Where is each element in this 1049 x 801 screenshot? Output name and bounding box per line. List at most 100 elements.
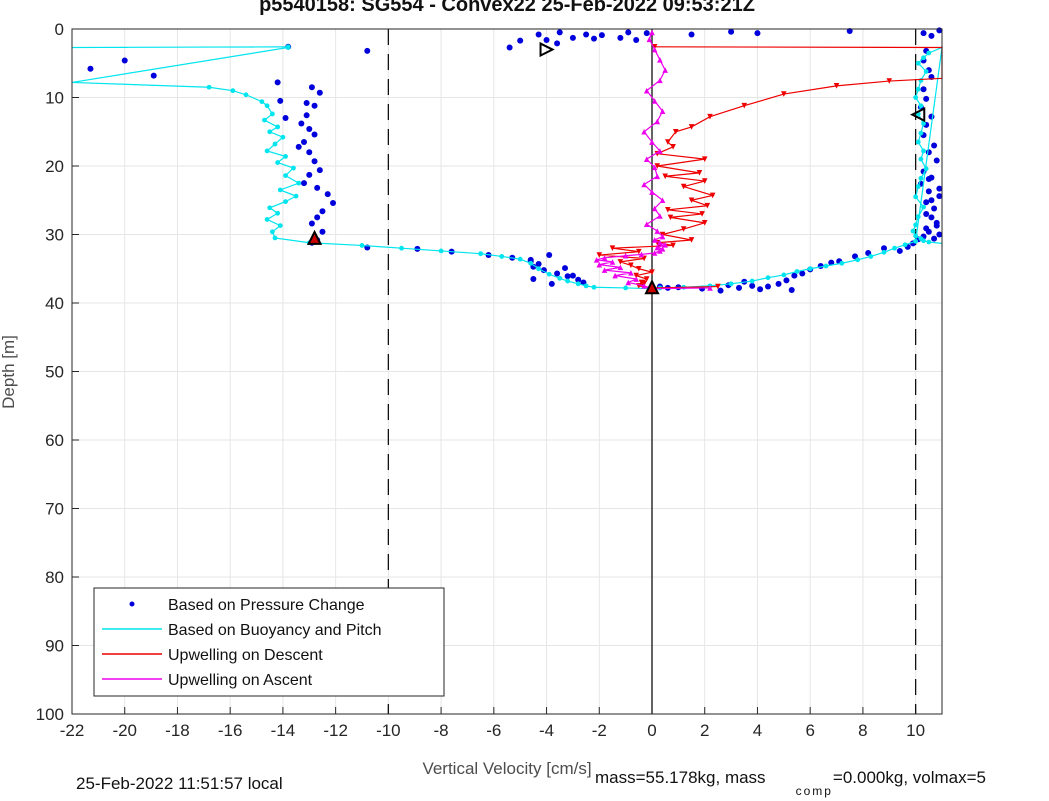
x-tick-label: -20 <box>112 721 137 740</box>
legend-label: Upwelling on Ascent <box>168 672 313 689</box>
data-point <box>609 245 616 251</box>
data-point <box>781 91 787 97</box>
legend-label: Based on Buoyancy and Pitch <box>168 622 381 639</box>
data-point <box>736 284 742 291</box>
data-point <box>274 79 281 86</box>
data-point <box>765 283 771 290</box>
data-point <box>928 113 935 120</box>
marker-triangle <box>644 279 660 295</box>
data-point <box>846 28 853 35</box>
data-point <box>923 210 930 217</box>
data-point <box>651 46 658 53</box>
data-point <box>628 270 634 276</box>
data-point <box>636 248 642 255</box>
data-point <box>915 139 921 145</box>
data-point <box>643 156 650 162</box>
data-point <box>269 111 275 117</box>
x-tick-label: -4 <box>539 721 554 740</box>
data-point <box>749 282 756 289</box>
data-point <box>301 180 307 187</box>
data-point <box>921 204 926 210</box>
data-point <box>565 278 571 284</box>
data-point <box>654 118 661 125</box>
data-point <box>657 148 663 154</box>
data-point <box>933 222 940 229</box>
data-point <box>267 205 273 211</box>
data-point <box>499 254 505 259</box>
data-point <box>596 252 603 258</box>
data-point <box>707 285 713 291</box>
data-point <box>701 178 708 184</box>
data-point <box>628 262 634 269</box>
axes-box <box>71 28 943 715</box>
data-point <box>643 221 650 228</box>
data-point <box>308 220 315 227</box>
data-point <box>672 128 679 135</box>
data-point <box>546 252 553 259</box>
data-point <box>536 266 542 272</box>
data-point <box>277 187 283 193</box>
y-tick-label: 40 <box>45 294 64 313</box>
data-point <box>643 30 650 37</box>
data-point <box>701 156 708 162</box>
data-point <box>277 223 283 228</box>
data-point <box>625 29 632 36</box>
data-point <box>651 164 658 171</box>
data-point <box>921 55 926 61</box>
data-point <box>87 65 94 72</box>
data-point <box>657 213 663 219</box>
data-point <box>936 27 943 34</box>
x-tick-label: -16 <box>218 721 243 740</box>
data-point <box>923 69 929 74</box>
data-point <box>296 180 302 186</box>
data-point <box>583 283 589 289</box>
data-point <box>283 199 288 205</box>
data-point <box>931 142 938 149</box>
y-tick-label: 0 <box>55 20 64 39</box>
data-point <box>704 202 711 209</box>
data-point <box>272 235 278 241</box>
data-point <box>303 112 310 119</box>
data-point <box>283 154 288 159</box>
data-point <box>667 214 674 221</box>
data-point <box>311 102 318 109</box>
legend-swatch <box>129 601 135 607</box>
data-point <box>269 229 275 235</box>
data-point <box>696 170 703 176</box>
x-tick-label: -22 <box>60 721 85 740</box>
data-point <box>517 256 523 262</box>
data-point <box>928 214 935 221</box>
data-point <box>399 245 404 251</box>
data-point <box>749 278 755 284</box>
data-point <box>314 184 321 191</box>
data-point <box>920 30 927 37</box>
data-point <box>478 251 484 257</box>
data-point <box>506 44 513 51</box>
data-point <box>598 32 605 39</box>
x-tick-label: -10 <box>376 721 401 740</box>
data-point <box>121 57 128 64</box>
data-point <box>633 272 639 279</box>
data-point <box>636 265 642 272</box>
data-point <box>617 259 624 265</box>
data-point <box>316 167 323 174</box>
data-point <box>902 242 908 248</box>
data-point <box>275 160 281 165</box>
data-point <box>701 220 708 226</box>
legend-label: Based on Pressure Change <box>168 597 365 614</box>
data-point <box>913 238 919 244</box>
footer-mass: mass=55.178kg, mass <box>595 768 766 787</box>
data-point <box>783 277 790 284</box>
data-point <box>921 238 926 244</box>
data-point <box>654 173 661 180</box>
data-point <box>828 259 835 266</box>
tick-labels: -22 -20 -18 -16 -14 -12 -10 -8 -6 -4 -2 0 2 4 6 8 100102… <box>36 20 925 740</box>
data-point <box>264 103 270 109</box>
x-tick-label: -8 <box>434 721 449 740</box>
data-point <box>688 197 695 204</box>
data-point <box>886 78 893 84</box>
data-point <box>910 228 916 234</box>
footer-local-time: 25-Feb-2022 11:51:57 local <box>76 774 283 793</box>
data-point <box>641 128 647 135</box>
data-point <box>868 254 874 259</box>
